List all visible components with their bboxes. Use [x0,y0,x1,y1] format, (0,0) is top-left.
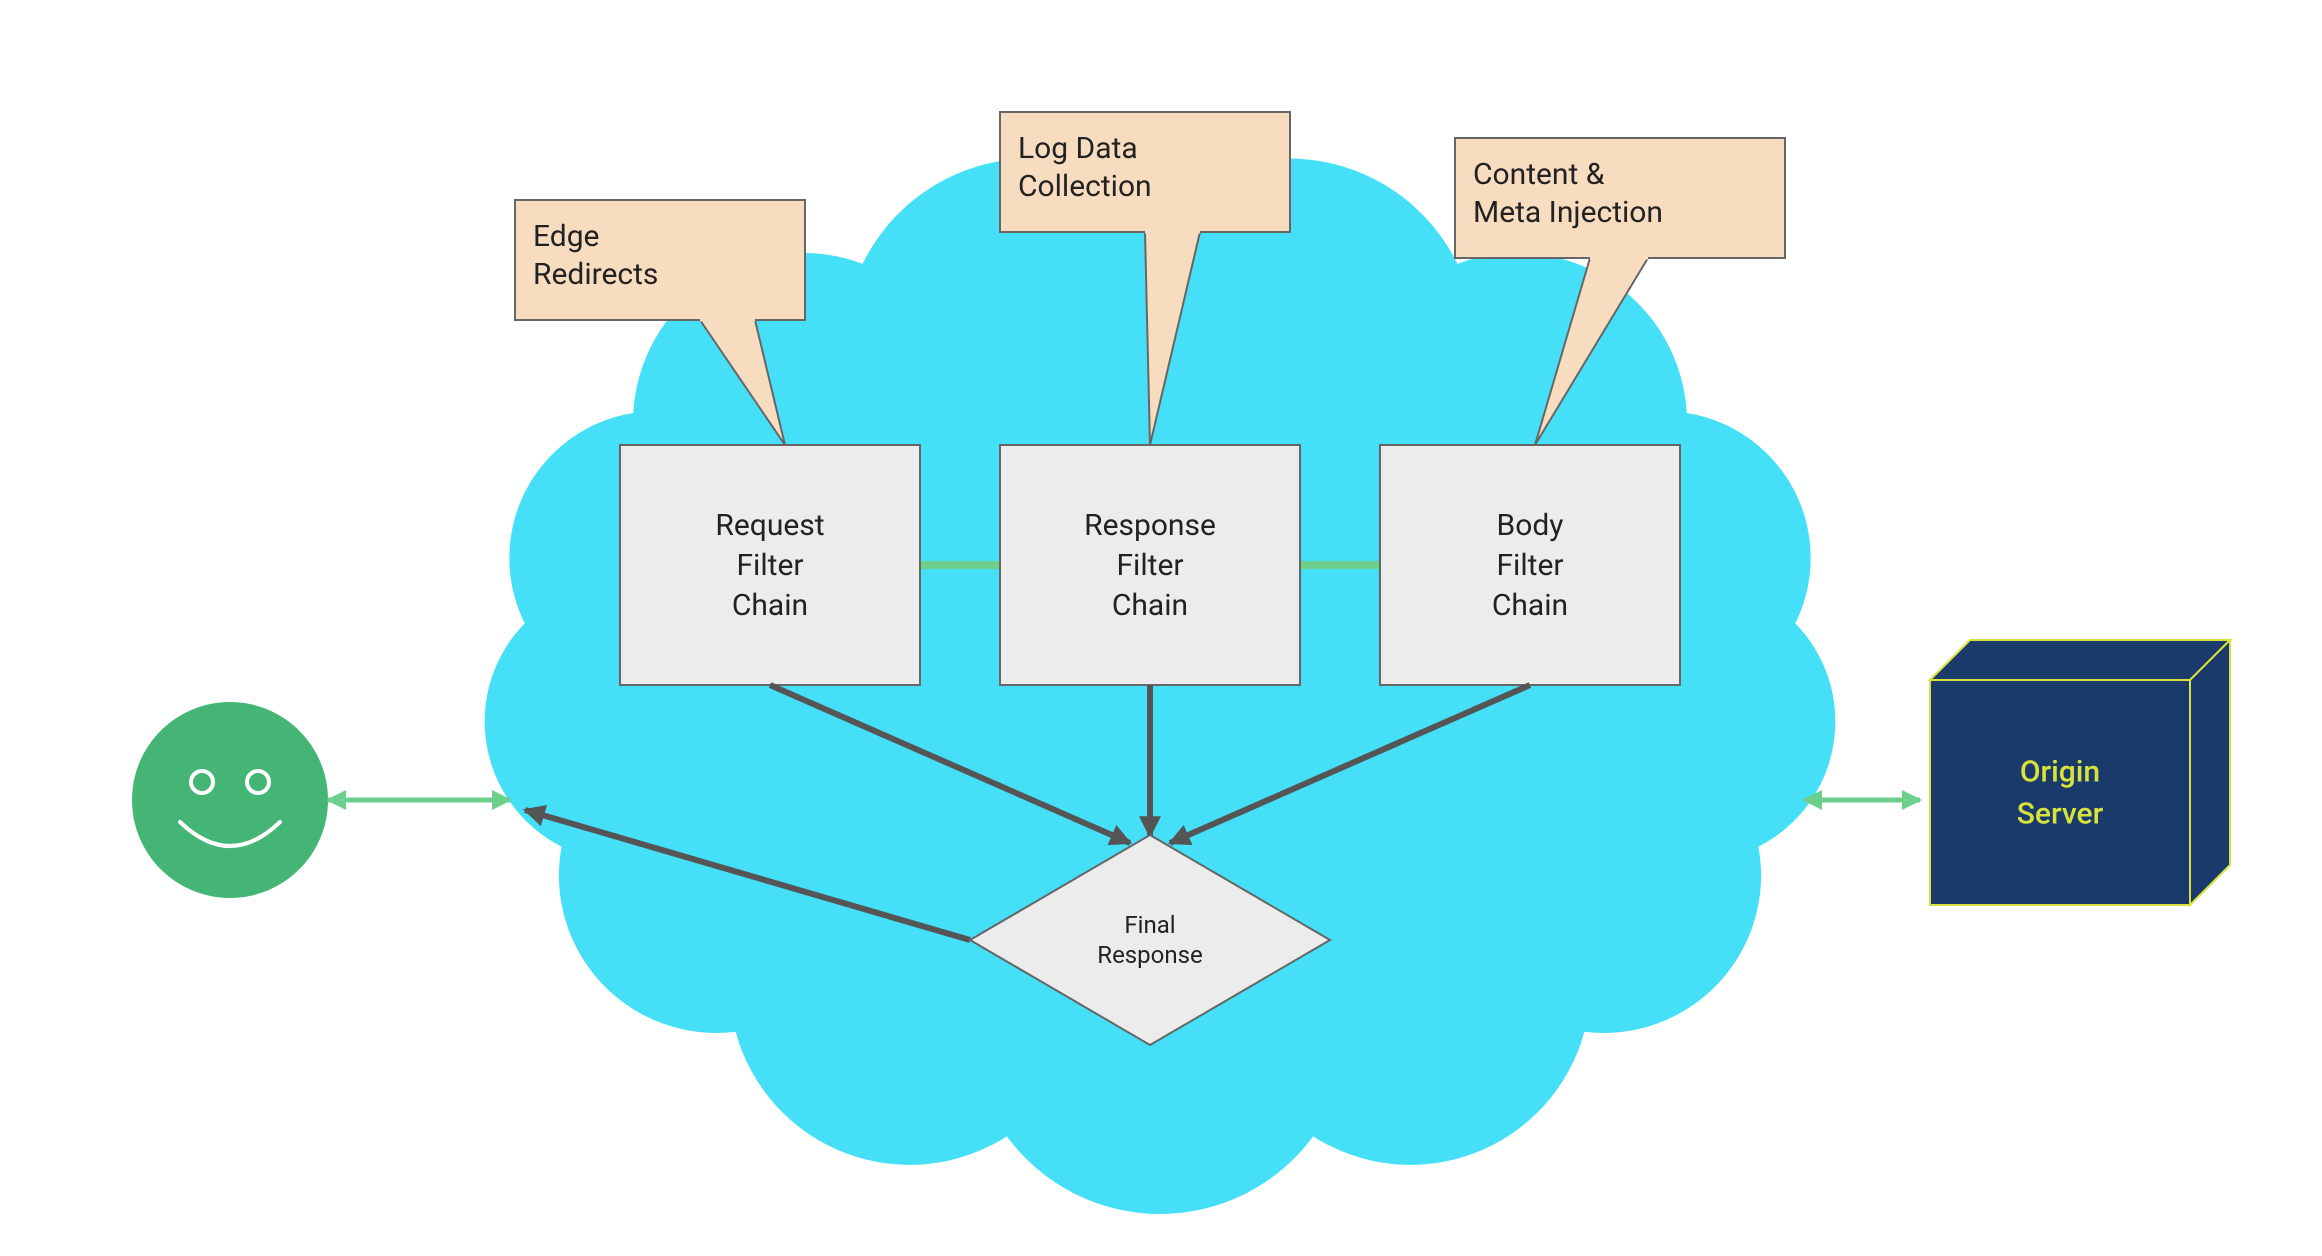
request-filter-chain-box: Request Filter Chain [620,445,920,685]
request-filter-chain-label-line-1: Filter [736,548,803,583]
response-filter-chain-label-line-2: Chain [1112,588,1188,623]
request-filter-chain-label-line-0: Request [715,508,824,543]
body-filter-chain-label-line-2: Chain [1492,588,1568,623]
final-response-label-line-1: Response [1097,941,1202,969]
response-filter-chain-box: Response Filter Chain [1000,445,1300,685]
log-data-collection-label-line-1: Collection [1018,169,1152,204]
client-face-icon [132,702,328,898]
body-filter-chain-label-line-0: Body [1497,508,1564,543]
origin-server-label-line-0: Origin [2020,755,2100,790]
origin-server-cube: Origin Server [1930,640,2230,905]
final-response-label-line-0: Final [1124,911,1175,939]
body-filter-chain-box: Body Filter Chain [1380,445,1680,685]
body-filter-chain-label-line-1: Filter [1496,548,1563,583]
origin-server-label-line-1: Server [2017,797,2104,832]
log-data-collection-label-line-0: Log Data [1018,131,1138,166]
content-meta-injection-label-line-0: Content & [1473,157,1605,192]
content-meta-injection-label-line-1: Meta Injection [1473,195,1663,230]
edge-redirects-label-line-1: Redirects [533,257,658,292]
request-filter-chain-label-line-2: Chain [732,588,808,623]
edge-redirects-label-line-0: Edge [533,219,599,254]
response-filter-chain-label-line-0: Response [1084,508,1216,543]
response-filter-chain-label-line-1: Filter [1116,548,1183,583]
